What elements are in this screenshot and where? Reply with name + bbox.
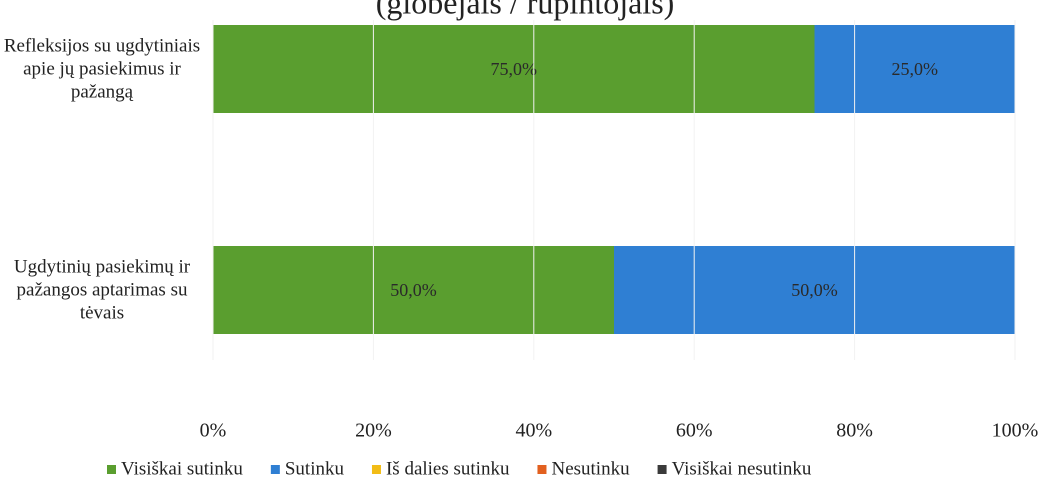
data-label: 25,0% [892,59,939,79]
data-label: 75,0% [491,59,538,79]
legend-label: Visiškai nesutinku [672,458,812,479]
data-label: 50,0% [791,280,838,300]
x-tick-label: 40% [515,420,552,442]
legend-label: Iš dalies sutinku [386,458,510,479]
data-label: 50,0% [390,280,437,300]
legend-swatch [107,465,116,474]
x-tick-label: 60% [676,420,713,442]
bar-segment [614,246,1015,334]
x-tick-label: 0% [200,420,227,442]
bar-segment [213,246,614,334]
legend-label: Nesutinku [551,458,630,479]
x-tick-label: 100% [992,420,1039,442]
legend-swatch [371,465,381,474]
legend-label: Visiškai sutinku [121,458,243,479]
x-tick-label: 20% [355,420,392,442]
legend-swatch [537,465,547,474]
legend-label: Sutinku [285,458,345,479]
y-tick-label: Refleksijos su ugdytiniais apie jų pasie… [3,35,201,103]
y-tick-label: Ugdytinių pasiekimų ir pažangos aptarima… [13,256,191,324]
legend-swatch [657,465,667,474]
legend-swatch [270,465,280,474]
chart-title: (globėjais / rūpintojais) [376,0,675,20]
x-tick-label: 80% [836,420,873,442]
bar-segment [213,25,815,113]
bar-segment [814,25,1015,113]
